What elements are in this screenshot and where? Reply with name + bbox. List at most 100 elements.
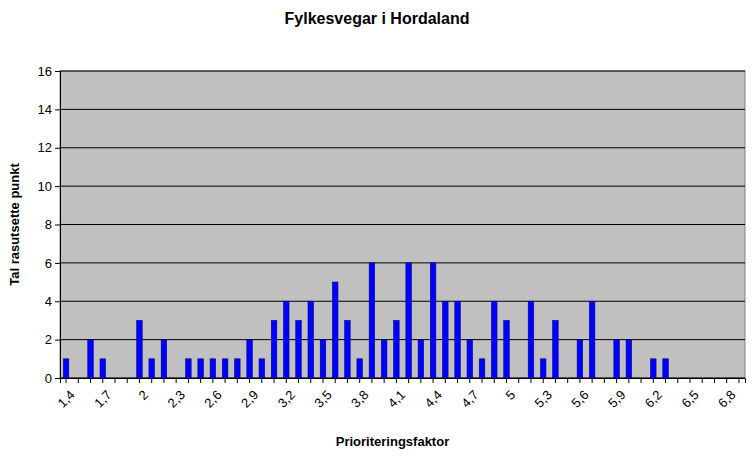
y-tick: 4	[45, 294, 60, 309]
x-tick-mark	[359, 378, 360, 383]
x-tick	[151, 378, 152, 383]
y-tick-label: 8	[45, 217, 52, 232]
x-tick-mark	[371, 378, 372, 383]
bar	[675, 378, 681, 379]
x-tick	[592, 378, 593, 383]
title: Fylkesvegar i Hordaland	[285, 10, 470, 27]
bar	[492, 301, 498, 378]
x-tick	[371, 378, 372, 383]
x-tick	[114, 378, 115, 383]
x-tick-label: 5,9	[605, 387, 628, 410]
x-tick: 1,7	[91, 378, 114, 411]
x-tick-label: 6,2	[642, 387, 665, 410]
grid-line	[60, 262, 745, 263]
x-tick-mark	[176, 378, 177, 383]
x-tick-label: 1,4	[54, 387, 77, 410]
x-tick	[518, 378, 519, 383]
bar	[553, 320, 559, 378]
bar	[443, 301, 449, 378]
x-tick-mark	[543, 378, 544, 383]
x-tick-label: 3,2	[275, 387, 298, 410]
x-tick: 5	[503, 378, 519, 403]
y-tick-label: 16	[38, 64, 52, 79]
x-tick-mark	[665, 378, 666, 383]
x-tick	[665, 378, 666, 383]
y-tick-label: 14	[38, 102, 52, 117]
bar	[124, 378, 130, 379]
x-tick-mark	[604, 378, 605, 383]
x-tick	[298, 378, 299, 383]
x-tick: 3,5	[311, 378, 334, 411]
x-tick-mark	[151, 378, 152, 383]
x-tick	[677, 378, 678, 383]
y-tick-mark	[55, 340, 60, 341]
x-tick-mark	[90, 378, 91, 383]
x-axis-line	[61, 379, 746, 384]
x-tick	[188, 378, 189, 383]
bar	[284, 301, 290, 378]
x-tick: 2	[136, 378, 152, 403]
x-tick	[200, 378, 201, 383]
chart: 02468101214161,41,722,32,62,93,23,53,84,…	[0, 0, 754, 463]
x-tick-mark	[506, 378, 507, 383]
bar	[712, 378, 718, 379]
x-tick-mark	[298, 378, 299, 383]
y-tick: 2	[45, 332, 60, 347]
x-tick	[408, 378, 409, 383]
x-tick-mark	[433, 378, 434, 383]
y-tick-mark	[55, 148, 60, 149]
bar	[210, 359, 216, 378]
bar	[63, 359, 69, 378]
bar	[198, 359, 204, 378]
x-tick	[628, 378, 629, 383]
grid-line	[60, 147, 745, 148]
x-axis: 1,41,722,32,62,93,23,53,84,14,44,755,35,…	[54, 378, 745, 411]
x-tick	[78, 378, 79, 383]
y-tick-mark	[55, 186, 60, 187]
grid-line	[60, 224, 745, 225]
x-tick-mark	[237, 378, 238, 383]
y-tick: 12	[38, 140, 60, 155]
x-tick-mark	[102, 378, 103, 383]
bar	[479, 359, 485, 378]
x-tick	[445, 378, 446, 383]
y-tick-label: 6	[45, 256, 52, 271]
x-tick-mark	[628, 378, 629, 383]
x-tick	[604, 378, 605, 383]
x-tick: 4,4	[421, 378, 444, 411]
x-tick-label: 1,7	[91, 387, 114, 410]
x-tick-mark	[726, 378, 727, 383]
y-tick-label: 2	[45, 332, 52, 347]
x-tick	[225, 378, 226, 383]
bar	[663, 359, 669, 378]
x-tick-mark	[469, 378, 470, 383]
x-tick: 4,1	[385, 378, 408, 411]
x-tick: 2,3	[165, 378, 188, 411]
y-tick-label: 12	[38, 140, 52, 155]
x-tick-mark	[690, 378, 691, 383]
y-tick-label: 10	[38, 179, 52, 194]
x-tick-mark	[420, 378, 421, 383]
y-axis: 0246810121416	[38, 64, 61, 386]
x-tick-mark	[335, 378, 336, 383]
x-tick-mark	[677, 378, 678, 383]
bar	[418, 340, 424, 378]
x-tick	[261, 378, 262, 383]
bar	[687, 378, 693, 379]
x-tick-mark	[738, 378, 739, 383]
x-tick: 5,9	[605, 378, 628, 411]
y-tick-label: 4	[45, 294, 52, 309]
x-tick	[335, 378, 336, 383]
x-tick	[310, 378, 311, 383]
bar	[357, 359, 363, 378]
x-tick-label: 2,6	[201, 387, 224, 410]
x-tick	[482, 378, 483, 383]
bar	[406, 263, 412, 378]
bar	[504, 320, 510, 378]
bar	[320, 340, 326, 378]
bar	[565, 378, 571, 379]
x-tick-mark	[641, 378, 642, 383]
x-tick	[555, 378, 556, 383]
x-tick-mark	[396, 378, 397, 383]
bar	[528, 301, 534, 378]
